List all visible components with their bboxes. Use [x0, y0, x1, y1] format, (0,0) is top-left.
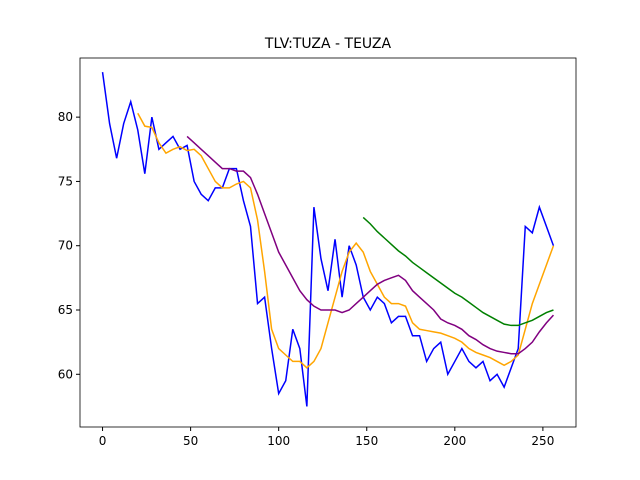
x-tick-label: 0: [99, 434, 107, 448]
x-tick-label: 100: [267, 434, 290, 448]
chart-title: TLV:TUZA - TEUZA: [264, 36, 392, 52]
x-tick-label: 150: [355, 434, 378, 448]
line: [137, 112, 555, 369]
line: [362, 216, 554, 327]
line: [186, 135, 555, 355]
y-tick-label: 60: [58, 367, 73, 381]
x-tick-label: 50: [183, 434, 198, 448]
y-tick-label: 70: [58, 239, 73, 253]
line: [101, 72, 555, 407]
y-tick-label: 80: [58, 110, 73, 124]
y-tick-label: 65: [58, 303, 73, 317]
plot-frame: [79, 57, 577, 428]
x-tick-label: 250: [531, 434, 554, 448]
x-tick-label: 200: [443, 434, 466, 448]
y-tick-label: 75: [58, 174, 73, 188]
